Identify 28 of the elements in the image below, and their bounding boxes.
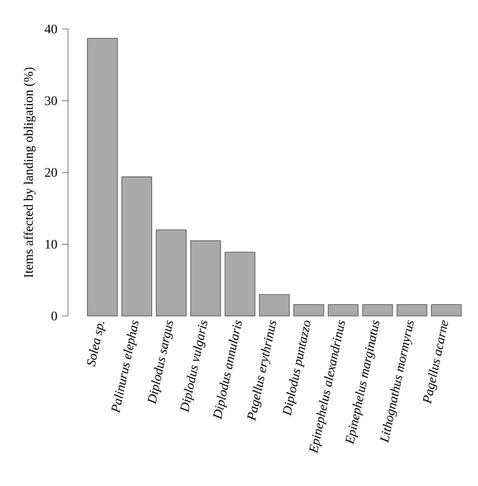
x-tick-label: Diplodus puntazzo: [282, 320, 310, 416]
x-tick-label: Epinephelus marginatus: [345, 320, 380, 445]
y-tick-label: 10: [46, 240, 57, 249]
x-tick-label: Solea sp.: [87, 322, 106, 367]
x-tick-label: Pagellus erythrinus: [247, 320, 276, 422]
y-tick-label: 40: [44, 24, 57, 34]
y-tick-label: 30: [45, 96, 57, 106]
x-tick-label: Palinurus elephas: [111, 320, 138, 414]
x-tick-label: Lithognathus mormyrus: [380, 320, 414, 444]
x-tick-label: Diplodus sargus: [148, 320, 173, 404]
y-axis-title: Items affected by landing obligation (%): [24, 68, 36, 278]
bar: [190, 240, 221, 316]
bar: [294, 304, 324, 316]
bar: [431, 304, 462, 316]
bar: [224, 252, 256, 316]
bar: [259, 294, 290, 316]
y-tick-label: 20: [45, 168, 57, 177]
bar: [396, 304, 428, 316]
bar: [328, 304, 358, 316]
x-tick-label: Diplodus vulgaris: [180, 320, 208, 413]
x-tick-label: Diplodus annularis: [213, 320, 242, 420]
x-tick-label: Epinephelus alexandrinus: [309, 320, 345, 454]
bar: [362, 304, 393, 316]
bar: [156, 230, 186, 316]
x-tick-label: Pagellus acarne: [422, 320, 448, 404]
bar: [122, 176, 152, 316]
bar: [87, 38, 118, 316]
y-tick-label: 0: [51, 312, 57, 320]
